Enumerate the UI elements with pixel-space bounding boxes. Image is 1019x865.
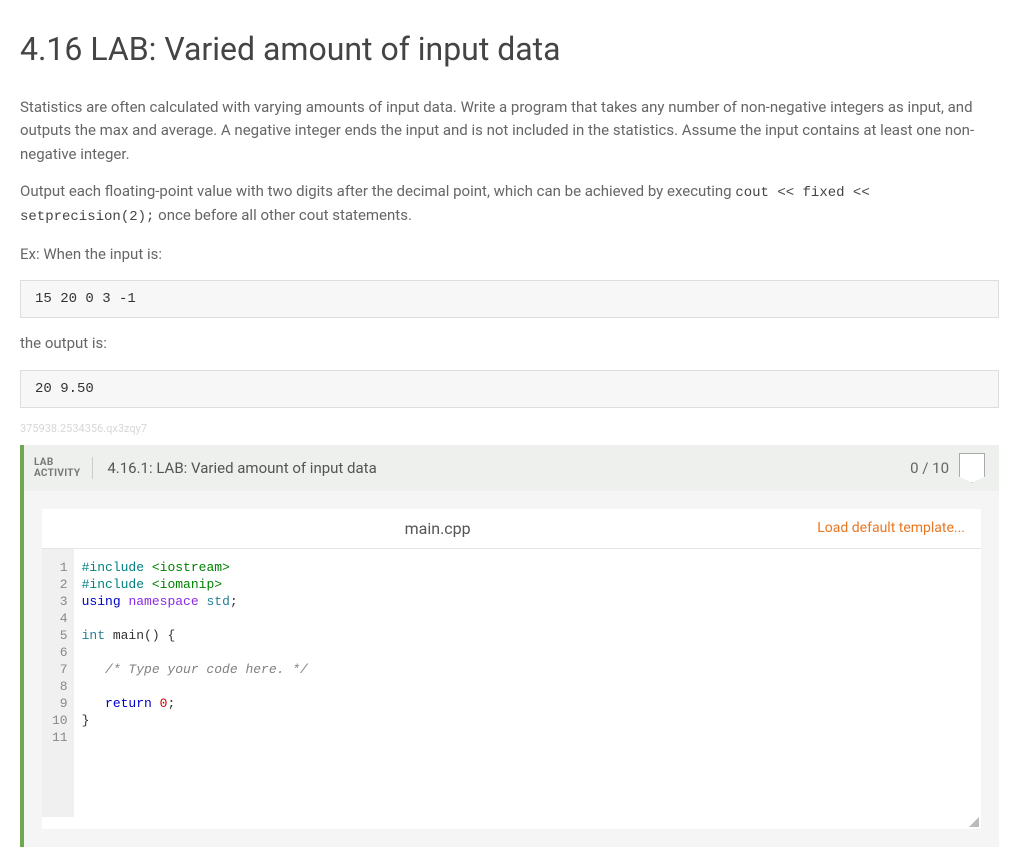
para2-text-a: Output each floating-point value with tw… bbox=[20, 182, 735, 200]
line-number: 4 bbox=[52, 610, 68, 627]
code-editor[interactable]: 1234567891011 #include <iostream> #inclu… bbox=[42, 549, 981, 829]
example-output-block: 20 9.50 bbox=[20, 370, 999, 408]
code-line[interactable]: int main() { bbox=[82, 628, 176, 643]
problem-para-1: Statistics are often calculated with var… bbox=[20, 96, 999, 166]
watermark-id: 375938.2534356.qx3zqy7 bbox=[20, 422, 999, 435]
editor-tabbar: main.cpp Load default template... bbox=[42, 509, 981, 549]
line-number: 8 bbox=[52, 678, 68, 695]
line-number: 7 bbox=[52, 661, 68, 678]
line-number: 2 bbox=[52, 576, 68, 593]
code-line[interactable]: return 0; bbox=[82, 696, 176, 711]
activity-label-line2: ACTIVITY bbox=[34, 468, 80, 479]
editor-panel: main.cpp Load default template... 123456… bbox=[42, 509, 981, 829]
file-tab[interactable]: main.cpp bbox=[58, 519, 817, 538]
example-output-label: the output is: bbox=[20, 332, 999, 355]
line-number: 10 bbox=[52, 712, 68, 729]
code-line[interactable]: using namespace std; bbox=[82, 594, 238, 609]
load-default-template-link[interactable]: Load default template... bbox=[817, 520, 965, 536]
line-number: 1 bbox=[52, 559, 68, 576]
score-badge-icon bbox=[959, 453, 985, 483]
code-line[interactable]: /* Type your code here. */ bbox=[82, 662, 308, 677]
activity-title: 4.16.1: LAB: Varied amount of input data bbox=[93, 459, 910, 477]
activity-header: LAB ACTIVITY 4.16.1: LAB: Varied amount … bbox=[24, 445, 999, 491]
code-lines[interactable]: #include <iostream> #include <iomanip> u… bbox=[74, 549, 981, 817]
activity-label-line1: LAB bbox=[34, 457, 80, 468]
para2-text-b: once before all other cout statements. bbox=[154, 206, 411, 224]
code-line[interactable]: #include <iomanip> bbox=[82, 577, 222, 592]
code-line[interactable]: } bbox=[82, 713, 90, 728]
code-line[interactable]: #include <iostream> bbox=[82, 560, 230, 575]
line-number: 3 bbox=[52, 593, 68, 610]
example-input-block: 15 20 0 3 -1 bbox=[20, 280, 999, 318]
line-number-gutter: 1234567891011 bbox=[42, 549, 74, 817]
problem-para-2: Output each floating-point value with tw… bbox=[20, 180, 999, 229]
activity-score: 0 / 10 bbox=[910, 459, 959, 477]
line-number: 9 bbox=[52, 695, 68, 712]
line-number: 11 bbox=[52, 729, 68, 746]
lab-activity-panel: LAB ACTIVITY 4.16.1: LAB: Varied amount … bbox=[20, 445, 999, 847]
line-number: 5 bbox=[52, 627, 68, 644]
resize-grip-icon[interactable] bbox=[967, 815, 979, 827]
line-number: 6 bbox=[52, 644, 68, 661]
editor-wrap: main.cpp Load default template... 123456… bbox=[24, 491, 999, 847]
example-input-label: Ex: When the input is: bbox=[20, 243, 999, 266]
activity-type-label: LAB ACTIVITY bbox=[34, 457, 93, 479]
page-title: 4.16 LAB: Varied amount of input data bbox=[20, 30, 999, 68]
